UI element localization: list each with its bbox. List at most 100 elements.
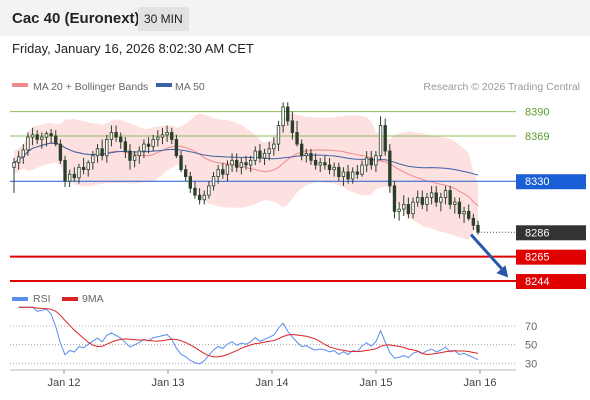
candle-body [360,164,364,175]
price-levels [10,111,516,283]
candle-body [453,201,457,205]
candle-body [258,150,262,159]
last-price-box-8286 [516,225,586,241]
candle-body [105,139,109,157]
candle-body [146,143,151,147]
bollinger-band-area [14,113,478,240]
candle-body [327,164,332,171]
candle-body [21,149,25,158]
candle-body [109,132,114,140]
candle-body [91,155,95,164]
candle-body [355,171,360,175]
support-label-8265: 8265 [525,252,549,264]
candle-body [72,173,76,179]
candle-body [425,197,429,205]
rsi-ma-legend-swatch [62,297,78,301]
x-tick-label: Jan 14 [255,377,288,389]
candle-body [165,132,169,136]
header-bar [0,0,590,36]
candle-body [77,166,81,179]
forecast-arrow-shaft [469,233,507,274]
candle-body [434,192,438,203]
candle-body [313,159,318,166]
candle-body [174,139,179,157]
ma20-legend-label: MA 20 + Bollinger Bands [33,81,148,93]
candle-body [202,194,206,201]
forecast-arrow [469,233,509,278]
support-label-8244: 8244 [525,276,549,288]
candle-body [411,201,415,215]
candle-body [439,197,443,203]
candle-body [295,132,299,145]
candle-body [100,148,104,157]
candle-body [272,143,276,150]
rsi-legend-swatch [12,297,28,301]
candle-body [448,190,452,205]
chart-datetime: Friday, January 16, 2026 8:02:30 AM CET [12,41,254,56]
candle-body [267,148,271,154]
candle-body [332,166,336,171]
candle-body [248,159,253,166]
candle-body [54,135,58,145]
candle-body [244,162,248,166]
candle-body [49,133,53,137]
rsi-ma-line [18,306,479,358]
candle-body [235,159,239,168]
candle-body [281,106,285,126]
research-credit: Research © 2026 Trading Central [423,81,580,93]
candle-body [299,143,304,157]
x-tick-label: Jan 16 [463,377,496,389]
candle-body [262,152,267,159]
bollinger-bands [14,113,478,240]
timeframe-button[interactable]: 30 MIN [138,7,189,31]
candle-body [230,159,234,166]
x-tick-label: Jan 13 [151,377,184,389]
forecast-arrow-head [496,265,509,278]
candle-body [128,150,132,161]
rsi-ma-legend-label: 9MA [82,293,104,305]
candle-body [239,162,244,168]
candle-body [151,139,155,147]
rsi-tick-30: 30 [525,358,537,370]
candle-body [276,125,281,145]
candle-body [137,150,141,157]
candle-body [123,141,128,152]
candle-body [188,176,192,189]
candle-body [443,190,448,198]
candle-body [337,166,341,177]
candle-body [429,192,434,198]
rsi-tick-50: 50 [525,340,537,352]
ma50-legend-label: MA 50 [175,81,205,93]
x-axis: Jan 12 Jan 13 Jan 14 Jan 15 Jan 16 [10,369,516,389]
instrument-title: Cac 40 (Euronext) [12,10,140,27]
candle-body [397,208,401,212]
candle-body [156,136,160,140]
candle-body [286,106,290,122]
candle-body [351,171,355,180]
candle-body [183,169,188,177]
candle-body [406,204,411,215]
rsi-line [18,306,479,365]
candle-body [44,133,49,138]
rsi-gridlines: 30 50 70 [10,321,537,370]
candle-body [132,155,137,161]
candle-body [374,155,378,166]
candle-body [323,162,327,166]
candle-body [346,171,350,180]
candle-body [304,152,308,157]
candle-body [392,185,397,212]
candle-body [318,162,322,166]
candle-body [457,201,462,215]
candle-body [467,211,471,219]
candle-body [309,152,313,161]
candle-body [341,171,346,177]
resistance-label-8390: 8390 [525,107,549,119]
candle-body [383,125,387,152]
candle-body [12,162,16,168]
candle-body [471,217,476,226]
candle-body [63,159,67,182]
candle-body [378,125,383,157]
candle-body [253,150,257,161]
candle-body [16,156,21,164]
ma20-legend-swatch [12,83,28,87]
